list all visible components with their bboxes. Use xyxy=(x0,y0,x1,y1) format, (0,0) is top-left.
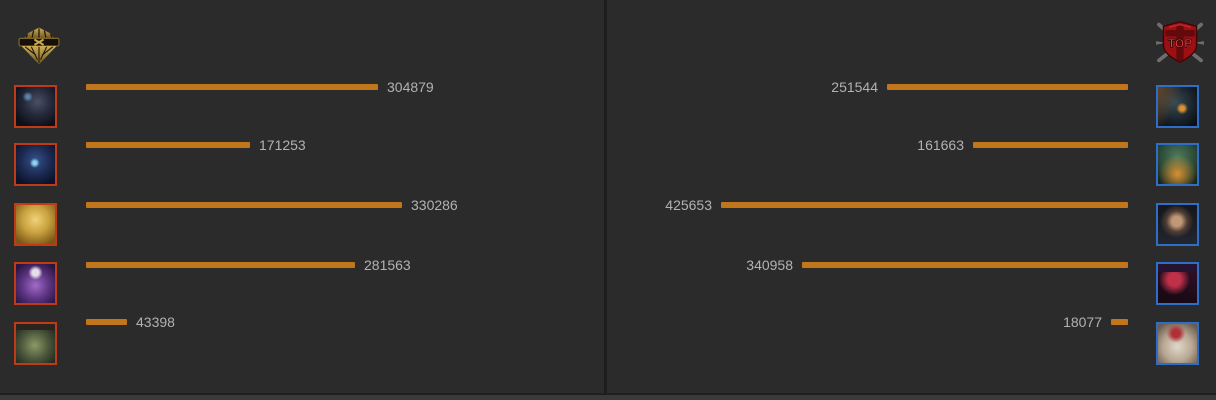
left-damage-row-2: 171253 xyxy=(86,137,306,153)
bottom-edge-bar xyxy=(0,393,1216,400)
panel-divider xyxy=(604,0,607,400)
gold-ornate-emblem-logo xyxy=(16,25,62,67)
red-top-shield-logo: TOP xyxy=(1154,19,1206,65)
left-damage-row-1: 304879 xyxy=(86,79,434,95)
crimson-haired-champion-icon xyxy=(1156,262,1199,305)
blue-glow-champion-icon xyxy=(14,143,57,186)
right-damage-row-4: 340958 xyxy=(746,257,1128,273)
right-damage-row-1: 251544 xyxy=(831,79,1128,95)
damage-bar xyxy=(887,84,1128,90)
golden-champion-icon xyxy=(14,203,57,246)
damage-bar xyxy=(973,142,1128,148)
white-haired-champion-icon xyxy=(1156,322,1199,365)
damage-value: 330286 xyxy=(411,197,458,213)
green-orange-spirit-champion-icon xyxy=(1156,143,1199,186)
damage-value: 304879 xyxy=(387,79,434,95)
orange-eyed-dark-champion-icon xyxy=(1156,85,1199,128)
damage-value: 43398 xyxy=(136,314,175,330)
damage-bar xyxy=(86,319,127,325)
left-damage-row-4: 281563 xyxy=(86,257,411,273)
right-damage-row-3: 425653 xyxy=(665,197,1128,213)
damage-bar xyxy=(802,262,1128,268)
damage-value: 251544 xyxy=(831,79,878,95)
damage-value: 161663 xyxy=(917,137,964,153)
damage-bar xyxy=(86,202,402,208)
damage-value: 425653 xyxy=(665,197,712,213)
right-team-panel: TOP 251544 161663 425653 340958 18077 xyxy=(607,0,1216,400)
left-damage-row-3: 330286 xyxy=(86,197,458,213)
dark-masked-champion-icon xyxy=(1156,203,1199,246)
damage-bar xyxy=(721,202,1128,208)
top-logo-text: TOP xyxy=(1168,37,1192,51)
damage-bar xyxy=(86,142,250,148)
damage-value: 18077 xyxy=(1063,314,1102,330)
damage-bar xyxy=(86,84,378,90)
right-damage-row-5: 18077 xyxy=(1063,314,1128,330)
dark-armored-champion-icon xyxy=(14,85,57,128)
purple-crowned-champion-icon xyxy=(14,262,57,305)
green-riverbeast-champion-icon xyxy=(14,322,57,365)
left-damage-row-5: 43398 xyxy=(86,314,175,330)
damage-bar xyxy=(1111,319,1128,325)
damage-value: 340958 xyxy=(746,257,793,273)
right-damage-row-2: 161663 xyxy=(917,137,1128,153)
damage-value: 171253 xyxy=(259,137,306,153)
damage-value: 281563 xyxy=(364,257,411,273)
damage-bar xyxy=(86,262,355,268)
left-team-panel: 304879 171253 330286 281563 43398 xyxy=(0,0,604,400)
